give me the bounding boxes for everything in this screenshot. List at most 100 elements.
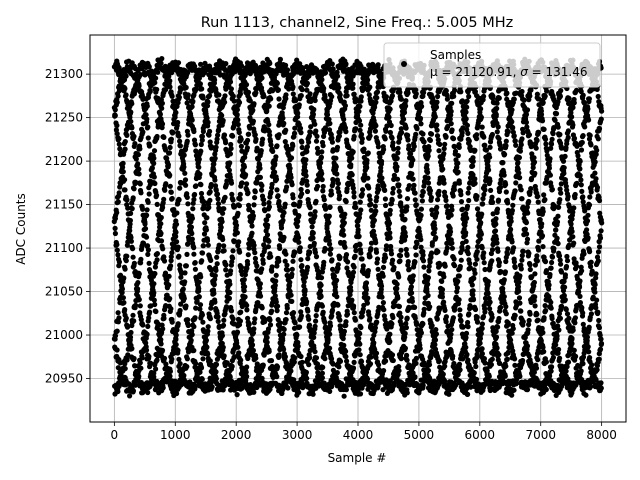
data-point xyxy=(406,183,412,189)
data-point xyxy=(365,295,371,301)
data-point xyxy=(298,93,304,99)
data-point xyxy=(244,265,250,271)
data-point xyxy=(213,361,220,368)
data-point xyxy=(312,323,318,329)
data-point xyxy=(192,260,198,266)
data-point xyxy=(365,175,371,181)
data-point xyxy=(243,369,249,375)
data-point xyxy=(397,253,404,259)
data-point xyxy=(349,297,355,303)
data-point xyxy=(136,171,142,177)
data-point xyxy=(208,305,214,311)
data-point xyxy=(335,180,341,187)
data-point xyxy=(139,355,145,361)
data-point xyxy=(412,190,418,196)
data-point xyxy=(278,225,285,231)
data-point xyxy=(238,264,245,271)
data-point xyxy=(244,145,250,151)
data-point xyxy=(151,281,157,287)
data-point xyxy=(204,238,211,244)
data-point xyxy=(167,183,173,189)
data-point xyxy=(161,134,167,140)
data-point xyxy=(174,239,180,245)
data-point xyxy=(219,112,225,119)
data-point xyxy=(334,370,340,376)
data-point xyxy=(374,95,380,101)
data-point xyxy=(151,297,157,303)
data-point xyxy=(245,252,251,258)
data-point xyxy=(185,317,191,323)
data-point xyxy=(182,270,188,276)
data-point xyxy=(112,112,118,119)
data-point xyxy=(264,108,270,114)
data-point xyxy=(396,274,402,280)
data-point xyxy=(372,128,378,134)
data-point xyxy=(315,183,321,189)
data-point xyxy=(206,204,212,211)
data-point xyxy=(236,203,242,209)
data-point xyxy=(246,131,252,137)
data-point xyxy=(223,262,229,268)
data-point xyxy=(306,139,312,145)
data-point xyxy=(199,137,205,143)
data-point xyxy=(159,56,165,62)
data-point xyxy=(135,152,141,158)
data-point xyxy=(250,347,256,354)
data-point xyxy=(250,118,256,124)
data-point xyxy=(350,274,356,280)
data-point xyxy=(373,123,379,129)
data-point xyxy=(144,116,150,122)
data-point xyxy=(250,107,256,113)
data-point xyxy=(211,290,217,296)
data-point xyxy=(199,376,205,382)
data-point xyxy=(230,133,236,139)
data-point xyxy=(261,201,267,207)
data-point xyxy=(283,92,289,98)
data-point xyxy=(251,389,257,395)
data-point xyxy=(289,182,295,188)
data-point xyxy=(145,135,151,141)
data-point xyxy=(161,254,167,260)
data-point xyxy=(200,319,206,325)
data-point xyxy=(200,243,206,249)
data-point xyxy=(167,172,173,178)
data-point xyxy=(137,303,143,309)
data-point xyxy=(344,311,351,317)
data-point xyxy=(221,132,228,138)
data-point xyxy=(398,314,404,320)
data-point xyxy=(275,193,281,199)
data-point xyxy=(280,115,286,121)
data-point xyxy=(410,157,416,163)
data-point xyxy=(284,184,290,190)
data-point xyxy=(380,264,387,270)
data-point xyxy=(178,87,184,93)
data-point xyxy=(220,210,226,216)
data-point xyxy=(123,315,129,321)
data-point xyxy=(312,97,318,104)
data-point xyxy=(387,129,393,136)
data-point xyxy=(168,189,174,195)
data-point xyxy=(227,374,233,380)
data-point xyxy=(274,143,280,149)
data-point xyxy=(266,103,272,109)
data-point xyxy=(214,136,220,142)
data-point xyxy=(138,256,144,262)
data-point xyxy=(403,125,409,131)
data-point xyxy=(250,213,256,219)
data-point xyxy=(124,132,130,138)
data-point xyxy=(127,228,133,234)
data-point xyxy=(383,358,389,364)
data-point xyxy=(311,106,317,113)
data-point xyxy=(223,140,229,146)
data-point xyxy=(211,161,217,167)
data-point xyxy=(252,316,258,322)
data-point xyxy=(181,164,187,170)
data-point xyxy=(288,174,294,181)
data-point xyxy=(374,89,381,95)
data-point xyxy=(148,360,154,366)
data-point xyxy=(389,321,395,327)
data-point xyxy=(203,337,209,343)
data-point xyxy=(205,99,211,105)
data-point xyxy=(114,122,120,129)
